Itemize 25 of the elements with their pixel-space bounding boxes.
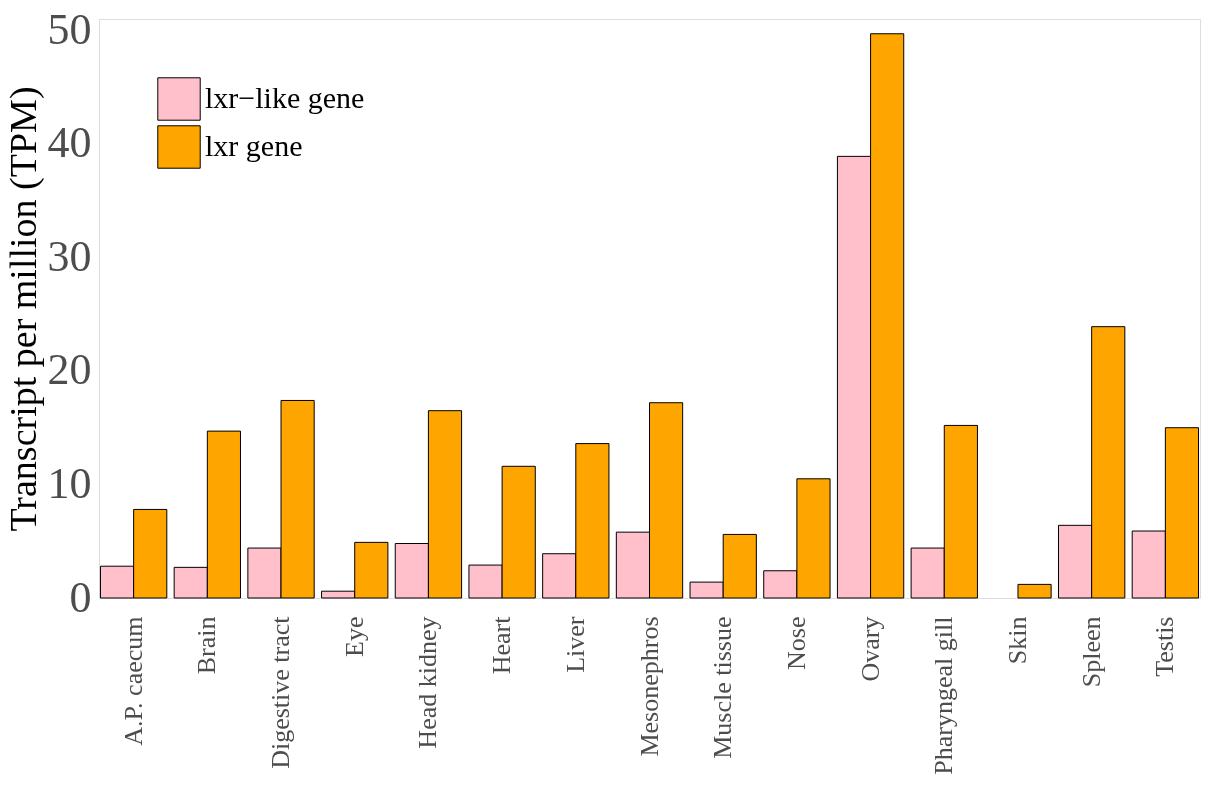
- x-tick-label: Pharyngeal gill: [929, 616, 959, 775]
- legend-label: lxr gene: [205, 129, 303, 162]
- x-tick-label: Skin: [1002, 616, 1032, 665]
- x-tick-label: Heart: [487, 615, 517, 675]
- x-tick-label: Liver: [560, 616, 590, 673]
- y-tick-label: 50: [47, 4, 92, 54]
- y-tick-label: 40: [47, 118, 92, 168]
- x-tick-label: Digestive tract: [266, 615, 296, 769]
- x-tick-label: Nose: [781, 616, 811, 670]
- x-tick-label: Testis: [1150, 616, 1180, 677]
- y-tick-label: 0: [69, 572, 92, 622]
- x-tick-label: Brain: [192, 616, 222, 675]
- legend-label: lxr−like gene: [205, 81, 365, 114]
- x-tick-label: Eye: [339, 616, 369, 657]
- y-axis-title: Transcript per million (TPM): [1, 86, 45, 532]
- x-tick-label: Head kidney: [413, 616, 443, 749]
- y-tick-label: 10: [47, 458, 92, 508]
- x-tick-label: Muscle tissue: [708, 616, 738, 759]
- x-tick-label: Ovary: [855, 616, 885, 682]
- x-tick-label: Spleen: [1076, 616, 1106, 688]
- x-tick-label: A.P. caecum: [118, 616, 148, 746]
- y-tick-label: 20: [47, 345, 92, 395]
- y-tick-label: 30: [47, 231, 92, 281]
- bar: [1017, 583, 1052, 599]
- x-tick-label: Mesonephros: [634, 616, 664, 757]
